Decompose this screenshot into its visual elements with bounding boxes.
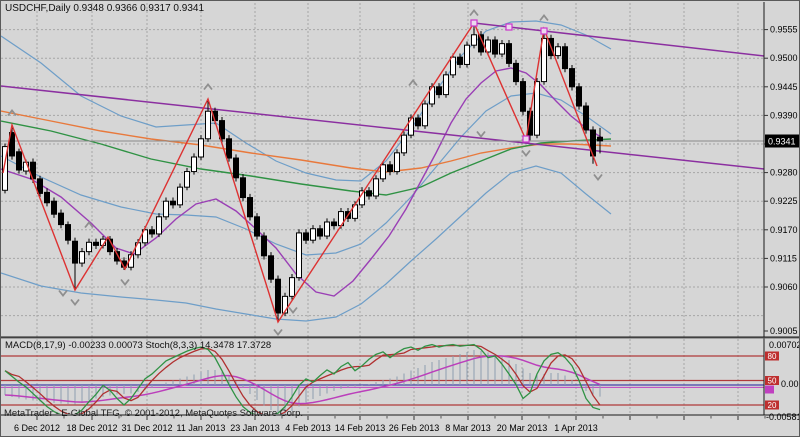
candles-layer	[2, 22, 603, 321]
svg-text:0.9445: 0.9445	[770, 82, 798, 92]
svg-text:0.9341: 0.9341	[768, 137, 796, 147]
trendlines	[1, 22, 764, 170]
svg-text:0.9225: 0.9225	[770, 196, 798, 206]
grid-layer	[1, 3, 764, 415]
svg-text:0.9005: 0.9005	[770, 326, 798, 336]
svg-text:11 Jan 2013: 11 Jan 2013	[177, 423, 226, 433]
svg-text:0.00: 0.00	[781, 379, 799, 389]
svg-text:0.9170: 0.9170	[770, 225, 798, 235]
svg-text:50: 50	[768, 377, 777, 386]
svg-text:0.9280: 0.9280	[770, 168, 798, 178]
main-panel	[1, 9, 764, 336]
svg-text:0.9500: 0.9500	[770, 53, 798, 63]
svg-text:0.9390: 0.9390	[770, 110, 798, 120]
svg-text:80: 80	[768, 352, 777, 361]
svg-text:31 Dec 2012: 31 Dec 2012	[121, 423, 172, 433]
time-axis: 6 Dec 2012 18 Dec 2012 31 Dec 2012 11 Jan 2…	[14, 416, 766, 433]
panel-borders	[1, 2, 799, 416]
svg-text:20: 20	[768, 401, 777, 410]
svg-text:6 Dec 2012: 6 Dec 2012	[14, 423, 60, 433]
svg-text:26 Feb 2013: 26 Feb 2013	[389, 423, 440, 433]
svg-text:4 Feb 2013: 4 Feb 2013	[285, 423, 331, 433]
svg-text:20 Mar 2013: 20 Mar 2013	[497, 423, 548, 433]
svg-text:14 Feb 2013: 14 Feb 2013	[335, 423, 386, 433]
svg-text:0.00702: 0.00702	[769, 340, 800, 350]
svg-text:0.9115: 0.9115	[770, 253, 797, 263]
svg-text:8 Mar 2013: 8 Mar 2013	[445, 423, 491, 433]
svg-text:-0.00581: -0.00581	[766, 412, 800, 422]
current-price-box: 0.9341	[765, 134, 799, 148]
svg-text:18 Dec 2012: 18 Dec 2012	[66, 423, 117, 433]
trendline-handles[interactable]	[470, 19, 548, 143]
indicator-axis: 0.00702 80 50 20 0.00 -0.00581	[765, 340, 800, 422]
stoch-main-line	[4, 343, 601, 414]
svg-text:23 Jan 2013: 23 Jan 2013	[230, 423, 280, 433]
stoch-signal-line	[4, 344, 601, 414]
svg-text:0.9060: 0.9060	[770, 282, 798, 292]
indicator-panel	[1, 343, 764, 414]
svg-text:0.9555: 0.9555	[770, 25, 798, 35]
price-axis: 0.95550.95000.94450.93900.93350.92800.92…	[764, 25, 799, 336]
svg-text:1 Apr 2013: 1 Apr 2013	[554, 423, 598, 433]
fractal-arrows	[7, 9, 603, 336]
